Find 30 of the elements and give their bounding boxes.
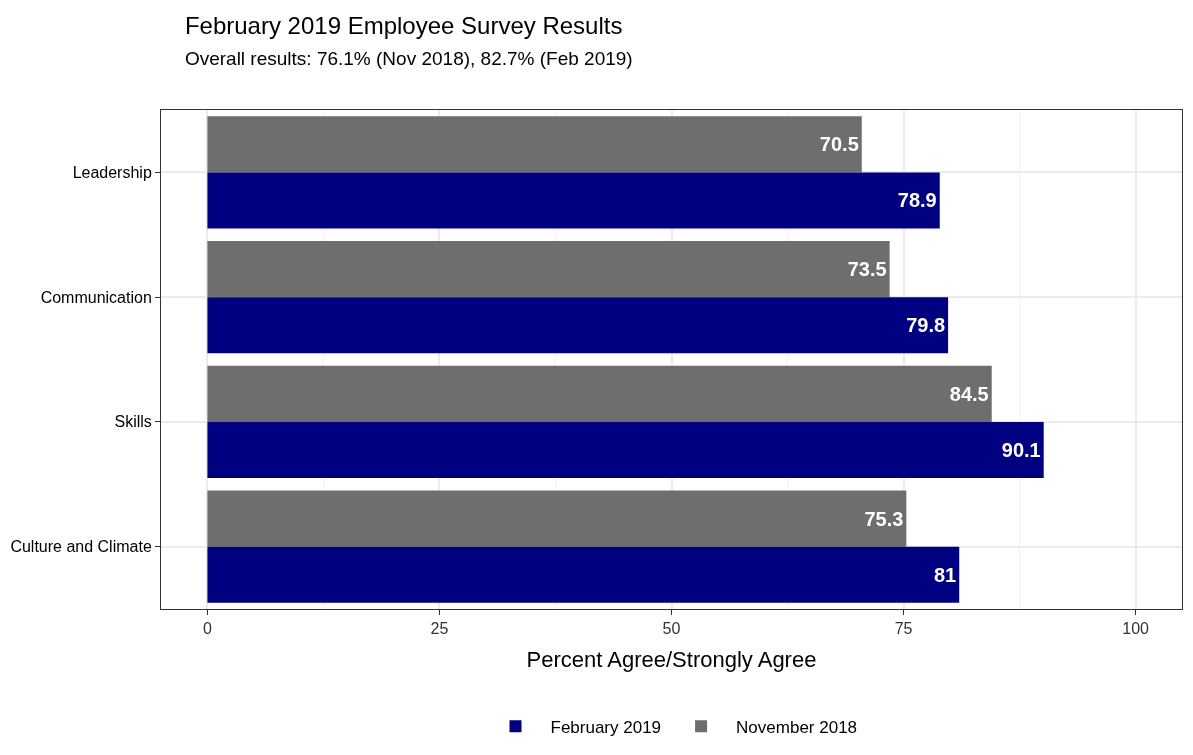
legend-label: February 2019: [550, 717, 662, 737]
bar: [207, 490, 907, 547]
data-label: 84.5: [949, 382, 989, 405]
chart-title: February 2019 Employee Survey Results: [184, 11, 623, 39]
x-axis-title: Percent Agree/Strongly Agree: [526, 647, 817, 673]
bar: [207, 421, 1044, 479]
y-tick-label: Leadership: [72, 163, 152, 181]
data-label: 70.5: [819, 133, 859, 156]
bar: [207, 546, 960, 603]
y-tick-label: Culture and Climate: [10, 538, 152, 556]
data-label: 78.9: [897, 189, 937, 212]
x-tick-label: 0: [202, 620, 212, 638]
x-tick-label: 75: [894, 620, 913, 638]
chart-subtitle: Overall results: 76.1% (Nov 2018), 82.7% (Feb 2019): [184, 48, 633, 70]
data-label: 79.8: [906, 314, 946, 337]
data-label: 90.1: [1001, 438, 1041, 461]
data-label: 73.5: [847, 258, 887, 281]
bar: [207, 365, 992, 422]
bar: [207, 240, 890, 298]
bar: [207, 116, 862, 173]
x-tick-label: 50: [662, 620, 681, 638]
x-tick-label: 100: [1122, 620, 1150, 638]
data-label: 81: [933, 563, 957, 586]
legend-label: November 2018: [736, 717, 858, 737]
bar: [207, 172, 940, 229]
y-tick-label: Skills: [114, 413, 152, 431]
data-label: 75.3: [864, 507, 904, 530]
x-tick-label: 25: [430, 620, 449, 638]
bar: [207, 297, 949, 354]
y-tick-label: Communication: [40, 288, 152, 306]
